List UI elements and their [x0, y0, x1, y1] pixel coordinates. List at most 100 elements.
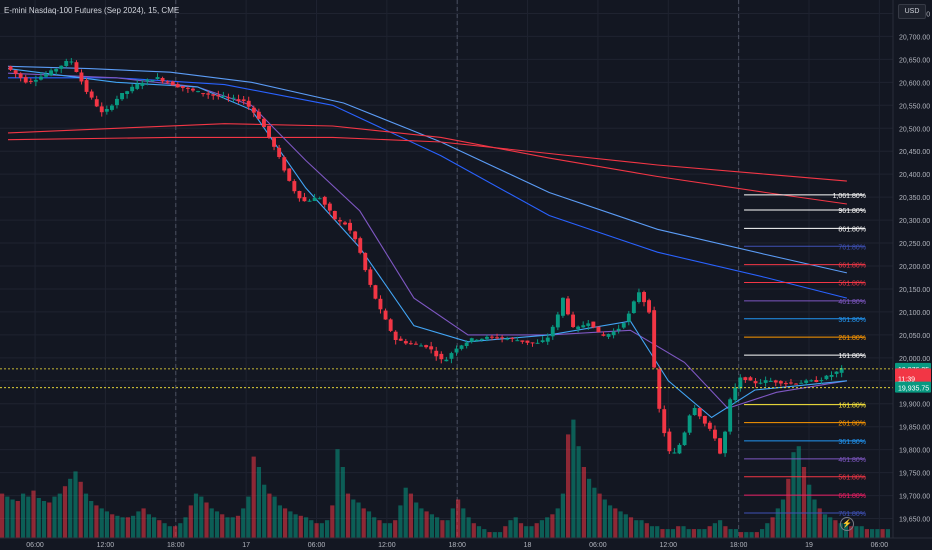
candle-body — [414, 343, 418, 345]
candle-body — [180, 86, 185, 88]
candle-body — [150, 80, 155, 82]
volume-bar — [319, 523, 324, 538]
candle-body — [561, 297, 565, 316]
y-tick-label: 20,050.00 — [899, 333, 930, 340]
candle-body — [748, 377, 753, 381]
y-axis-panel — [893, 0, 932, 550]
volume-bar — [497, 532, 503, 538]
volume-bar — [529, 526, 534, 538]
volume-bar — [555, 508, 560, 538]
lightning-icon[interactable]: ⚡ — [840, 517, 854, 531]
volume-bar — [193, 493, 199, 538]
candle-body — [474, 339, 479, 341]
currency-button[interactable]: USD — [898, 4, 926, 19]
volume-bar — [83, 493, 89, 538]
y-tick-label: 20,550.00 — [899, 103, 930, 110]
volume-bar — [854, 526, 859, 538]
volume-bar — [587, 478, 592, 538]
candle-body — [601, 334, 606, 336]
y-tick-label: 20,650.00 — [899, 57, 930, 64]
candle-body — [555, 314, 560, 328]
volume-bar — [566, 434, 571, 538]
x-tick-label: 18:00 — [730, 542, 748, 549]
volume-bar — [592, 487, 597, 538]
candle-body — [125, 91, 130, 94]
volume-bar — [833, 520, 838, 538]
candle-body — [829, 375, 834, 377]
volume-bar — [408, 493, 413, 538]
volume-bar — [649, 526, 655, 538]
candle-body — [662, 409, 667, 434]
candle-body — [130, 86, 135, 92]
candle-body — [393, 331, 398, 340]
volume-bar — [670, 529, 676, 538]
volume-bar — [466, 517, 471, 538]
price-tag-label: 19,935.75 — [898, 386, 929, 393]
moving-average-line — [7, 68, 847, 419]
candle-body — [697, 408, 702, 417]
candle-body — [186, 87, 190, 89]
volume-bar — [162, 523, 167, 538]
volume-bar — [435, 517, 440, 538]
candle-body — [540, 340, 545, 342]
volume-bar — [36, 498, 41, 538]
candle-body — [175, 84, 180, 88]
volume-bar — [199, 496, 204, 538]
candle-body — [728, 399, 733, 432]
candle-body — [424, 345, 429, 348]
candle-body — [596, 326, 601, 333]
candle-body — [287, 168, 292, 181]
volume-bar — [618, 511, 623, 538]
candle-body — [581, 325, 586, 328]
volume-bar — [246, 496, 251, 538]
volume-bar — [131, 515, 136, 538]
y-tick-label: 20,150.00 — [899, 287, 930, 294]
volume-bar — [744, 532, 749, 538]
candle-body — [33, 79, 38, 82]
volume-bar — [366, 511, 372, 538]
candle-body — [256, 111, 261, 119]
candle-body — [54, 68, 59, 72]
volume-bar — [372, 517, 377, 538]
candle-body — [251, 107, 256, 113]
volume-bar — [298, 515, 303, 538]
volume-bar — [204, 502, 209, 538]
volume-bar — [330, 505, 335, 538]
volume-bar — [492, 532, 497, 538]
x-tick-label: 06:00 — [871, 542, 889, 549]
candle-body — [69, 61, 74, 63]
volume-bar — [660, 529, 665, 538]
x-tick-label: 17 — [242, 542, 250, 549]
fib-level-label: 161.80% — [838, 353, 866, 360]
volume-bar — [597, 493, 602, 538]
candle-body — [94, 99, 99, 107]
x-tick-label: 18 — [524, 542, 532, 549]
candle-body — [702, 416, 707, 424]
volume-bar — [167, 526, 172, 538]
candle-body — [713, 429, 717, 439]
fib-level-label: 561.80% — [838, 281, 866, 288]
candle-body — [672, 452, 677, 454]
volume-bar — [262, 484, 267, 538]
candle-body — [799, 382, 804, 384]
candle-body — [682, 432, 687, 446]
candle-body — [322, 196, 327, 205]
volume-bar — [461, 508, 466, 538]
candle-body — [576, 326, 581, 329]
volume-bar — [602, 499, 607, 538]
volume-bar — [880, 529, 885, 538]
candle-body — [444, 359, 449, 362]
moving-average-line — [7, 72, 847, 409]
volume-bar — [47, 502, 52, 538]
candle-body — [327, 203, 332, 211]
volume-bar — [545, 517, 550, 538]
candle-body — [398, 338, 403, 341]
volume-bar — [104, 511, 109, 538]
candle-body — [530, 342, 535, 344]
candle-body — [794, 383, 798, 385]
candle-body — [64, 61, 69, 66]
candle-body — [469, 338, 474, 342]
price-tag-bg — [895, 381, 931, 393]
y-tick-label: 19,700.00 — [899, 494, 930, 501]
